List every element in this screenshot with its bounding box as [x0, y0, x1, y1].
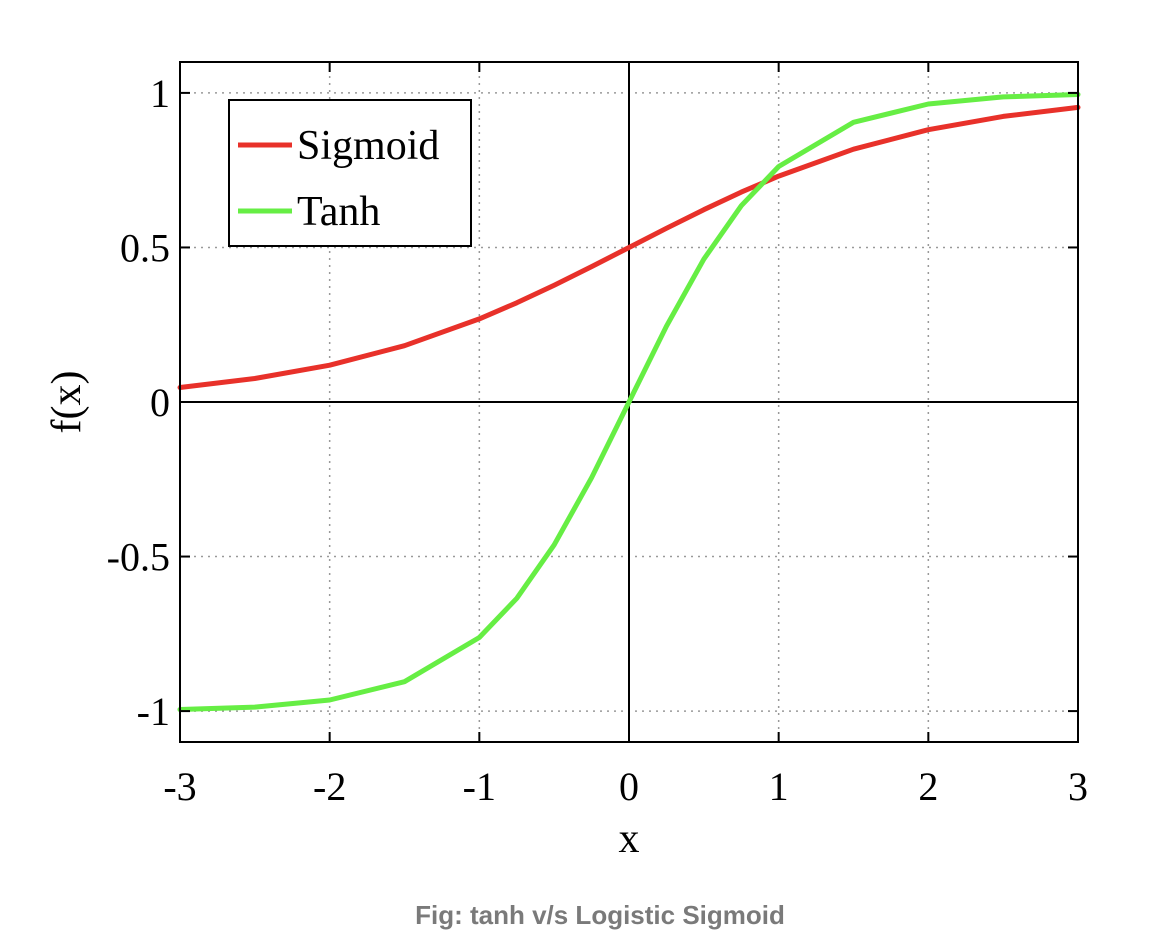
x-tick-label: 3	[1068, 764, 1088, 809]
y-tick-label: 0	[150, 380, 170, 425]
figure-caption: Fig: tanh v/s Logistic Sigmoid	[415, 900, 785, 930]
legend-box	[228, 99, 472, 247]
y-tick-labels: -1 -0.5 0 0.5 1	[107, 71, 170, 734]
x-tick-label: 1	[769, 764, 789, 809]
y-axis-title: f(x)	[44, 371, 90, 434]
x-axis-title: x	[619, 816, 640, 862]
y-tick-label: 1	[150, 71, 170, 116]
ticks	[179, 62, 1079, 742]
series-line-sigmoid	[177, 104, 1081, 390]
x-tick-label: -3	[163, 764, 196, 809]
series-line-tanh	[177, 92, 1081, 712]
chart: -3 -2 -1 0 1 2 3 -1 -0.5 0 0.5 1 x f(x) Sigmoid Ta…	[44, 61, 1088, 862]
chart-svg: -3 -2 -1 0 1 2 3 -1 -0.5 0 0.5 1 x f(x) Sigmoid Ta…	[44, 61, 1088, 862]
x-tick-label: 0	[619, 764, 639, 809]
x-tick-label: 2	[918, 764, 938, 809]
x-tick-labels: -3 -2 -1 0 1 2 3	[163, 764, 1088, 809]
y-tick-label: 0.5	[120, 225, 170, 270]
x-tick-label: -1	[463, 764, 496, 809]
x-tick-label: -2	[313, 764, 346, 809]
y-tick-label: -1	[137, 689, 170, 734]
legend-label-sigmoid: Sigmoid	[297, 123, 439, 169]
legend-label-tanh: Tanh	[297, 189, 380, 235]
y-tick-label: -0.5	[107, 535, 170, 580]
legend: Sigmoid Tanh	[228, 99, 472, 247]
series-layer	[177, 92, 1081, 712]
